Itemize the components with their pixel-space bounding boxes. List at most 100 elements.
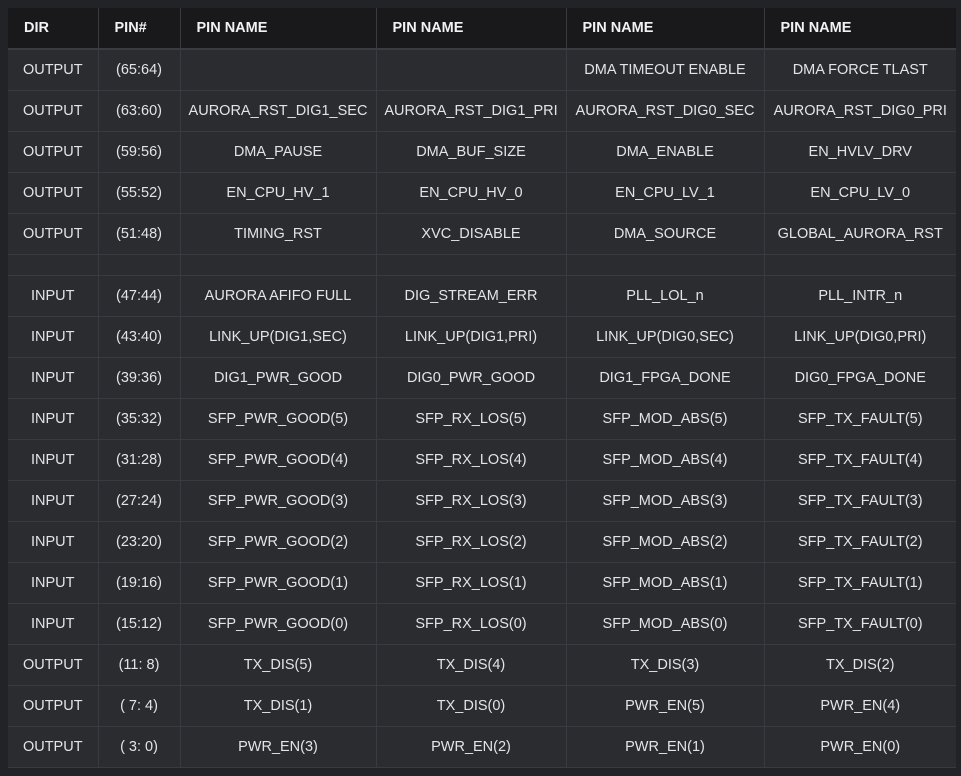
cell-pin-name-3: EN_CPU_LV_1 — [566, 172, 765, 214]
cell-pin-number: (47:44) — [98, 275, 181, 317]
cell-pin-name-4: PWR_EN(4) — [764, 685, 956, 727]
table-row: INPUT (43:40) LINK_UP(DIG1,SEC) LINK_UP(DIG… — [8, 316, 956, 358]
cell-pin-number: (31:28) — [98, 439, 181, 481]
cell-pin-name-1: LINK_UP(DIG1,SEC) — [180, 316, 377, 358]
cell-pin-name-4: GLOBAL_AURORA_RST — [764, 213, 956, 255]
cell-pin-name-4: SFP_TX_FAULT(0) — [764, 603, 956, 645]
table-row: OUTPUT( 3: 0) PWR_EN(3) PWR_EN(2) PWR_EN(1)… — [8, 726, 956, 768]
cell-pin-name-1: DIG1_PWR_GOOD — [180, 357, 377, 399]
cell-pin-name-1: SFP_PWR_GOOD(5) — [180, 398, 377, 440]
cell-pin-name-2: EN_CPU_HV_0 — [376, 172, 567, 214]
cell-dir: INPUT — [8, 316, 99, 358]
cell-pin-name-1: SFP_PWR_GOOD(1) — [180, 562, 377, 604]
cell-pin-number: (65:64) — [98, 49, 181, 91]
cell-pin-number: (35:32) — [98, 398, 181, 440]
cell-pin-name-2: DIG_STREAM_ERR — [376, 275, 567, 317]
table-row: INPUT (47:44) AURORA AFIFO FULL DIG_STREAM_… — [8, 275, 956, 317]
cell-pin-name-4: SFP_TX_FAULT(1) — [764, 562, 956, 604]
cell-pin-name-4: SFP_TX_FAULT(5) — [764, 398, 956, 440]
cell-pin-name-1: PWR_EN(3) — [180, 726, 377, 768]
cell-pin-number: (59:56) — [98, 131, 181, 173]
cell-pin-name-4: AURORA_RST_DIG0_PRI — [764, 90, 956, 132]
cell-pin-name-2: AURORA_RST_DIG1_PRI — [376, 90, 567, 132]
cell-dir: OUTPUT — [8, 726, 99, 768]
cell-pin-name-1: TX_DIS(1) — [180, 685, 377, 727]
cell-dir: INPUT — [8, 275, 99, 317]
cell-pin-name-1 — [180, 49, 377, 91]
table-row: OUTPUT (55:52) EN_CPU_HV_1 EN_CPU_HV_0 EN_CP… — [8, 172, 956, 214]
table-row: INPUT (31:28) SFP_PWR_GOOD(4) SFP_RX_LOS(4)… — [8, 439, 956, 481]
cell-pin-name-2: DMA_BUF_SIZE — [376, 131, 567, 173]
cell-pin-number: (39:36) — [98, 357, 181, 399]
cell-pin-name-3: AURORA_RST_DIG0_SEC — [566, 90, 765, 132]
cell-pin-name-2: SFP_RX_LOS(1) — [376, 562, 567, 604]
cell-dir: OUTPUT — [8, 90, 99, 132]
cell-pin-name-4: SFP_TX_FAULT(2) — [764, 521, 956, 563]
cell-pin-name-3: SFP_MOD_ABS(1) — [566, 562, 765, 604]
cell-pin-name-1: SFP_PWR_GOOD(3) — [180, 480, 377, 522]
cell-dir: OUTPUT — [8, 213, 99, 255]
cell-pin-name-1: SFP_PWR_GOOD(2) — [180, 521, 377, 563]
cell-pin-name-4: EN_HVLV_DRV — [764, 131, 956, 173]
cell-pin-number: (19:16) — [98, 562, 181, 604]
cell-pin-name-3: PWR_EN(1) — [566, 726, 765, 768]
cell-pin-name-4: PWR_EN(0) — [764, 726, 956, 768]
table-row: OUTPUT (59:56) DMA_PAUSE DMA_BUF_SIZE DMA_EN… — [8, 131, 956, 173]
table-row: INPUT (23:20) SFP_PWR_GOOD(2) SFP_RX_LOS(2)… — [8, 521, 956, 563]
pin-map-container: DIR PIN# PIN NAME PIN NAME PIN NAME PIN … — [8, 8, 956, 768]
cell-pin-name-3: LINK_UP(DIG0,SEC) — [566, 316, 765, 358]
cell-pin-name-2: LINK_UP(DIG1,PRI) — [376, 316, 567, 358]
cell-pin-name-3: SFP_MOD_ABS(2) — [566, 521, 765, 563]
cell-pin-number: (63:60) — [98, 90, 181, 132]
cell-dir: OUTPUT — [8, 49, 99, 91]
table-row: INPUT (35:32) SFP_PWR_GOOD(5) SFP_RX_LOS(5)… — [8, 398, 956, 440]
cell-pin-name-1: SFP_PWR_GOOD(0) — [180, 603, 377, 645]
cell-pin-number: (51:48) — [98, 213, 181, 255]
cell-pin-name-3: SFP_MOD_ABS(4) — [566, 439, 765, 481]
cell-dir — [8, 254, 99, 276]
header-dir: DIR — [8, 8, 99, 50]
cell-pin-name-3: DMA_ENABLE — [566, 131, 765, 173]
table-row: OUTPUT (11: 8) TX_DIS(5) TX_DIS(4) TX_DIS(3)… — [8, 644, 956, 686]
pin-map-table: DIR PIN# PIN NAME PIN NAME PIN NAME PIN … — [8, 8, 956, 768]
cell-pin-number: (15:12) — [98, 603, 181, 645]
cell-pin-name-2 — [376, 49, 567, 91]
cell-pin-name-4: EN_CPU_LV_0 — [764, 172, 956, 214]
cell-pin-name-2: PWR_EN(2) — [376, 726, 567, 768]
cell-pin-name-4: DIG0_FPGA_DONE — [764, 357, 956, 399]
cell-pin-name-4: SFP_TX_FAULT(4) — [764, 439, 956, 481]
cell-pin-number: (11: 8) — [98, 644, 181, 686]
cell-pin-name-4: SFP_TX_FAULT(3) — [764, 480, 956, 522]
cell-pin-name-1 — [180, 254, 377, 276]
cell-dir: INPUT — [8, 398, 99, 440]
cell-pin-name-2: SFP_RX_LOS(5) — [376, 398, 567, 440]
table-row: INPUT (19:16) SFP_PWR_GOOD(1) SFP_RX_LOS(1)… — [8, 562, 956, 604]
cell-pin-name-4: LINK_UP(DIG0,PRI) — [764, 316, 956, 358]
cell-pin-name-2: SFP_RX_LOS(0) — [376, 603, 567, 645]
cell-pin-name-3: SFP_MOD_ABS(3) — [566, 480, 765, 522]
table-row: OUTPUT (51:48) TIMING_RST XVC_DISABLE DMA_SO… — [8, 213, 956, 255]
cell-dir: INPUT — [8, 562, 99, 604]
cell-pin-name-3: TX_DIS(3) — [566, 644, 765, 686]
cell-pin-name-1: TX_DIS(5) — [180, 644, 377, 686]
cell-pin-name-1: TIMING_RST — [180, 213, 377, 255]
cell-pin-name-4: TX_DIS(2) — [764, 644, 956, 686]
cell-pin-name-2: SFP_RX_LOS(2) — [376, 521, 567, 563]
cell-pin-number: ( 3: 0) — [98, 726, 181, 768]
header-pin-name-1: PIN NAME — [180, 8, 377, 50]
cell-dir: INPUT — [8, 521, 99, 563]
cell-pin-name-1: SFP_PWR_GOOD(4) — [180, 439, 377, 481]
cell-pin-name-3: PLL_LOL_n — [566, 275, 765, 317]
header-pin-name-4: PIN NAME — [764, 8, 956, 50]
table-row: OUTPUT (63:60) AURORA_RST_DIG1_SEC AURORA_R… — [8, 90, 956, 132]
cell-dir: OUTPUT — [8, 685, 99, 727]
cell-dir: OUTPUT — [8, 644, 99, 686]
table-row: INPUT (27:24) SFP_PWR_GOOD(3) SFP_RX_LOS(3)… — [8, 480, 956, 522]
cell-pin-name-3: DMA TIMEOUT ENABLE — [566, 49, 765, 91]
header-pin-name-3: PIN NAME — [566, 8, 765, 50]
cell-pin-name-3: SFP_MOD_ABS(5) — [566, 398, 765, 440]
cell-pin-name-4 — [764, 254, 956, 276]
cell-pin-name-4: PLL_INTR_n — [764, 275, 956, 317]
cell-pin-number — [98, 254, 181, 276]
cell-pin-number: ( 7: 4) — [98, 685, 181, 727]
